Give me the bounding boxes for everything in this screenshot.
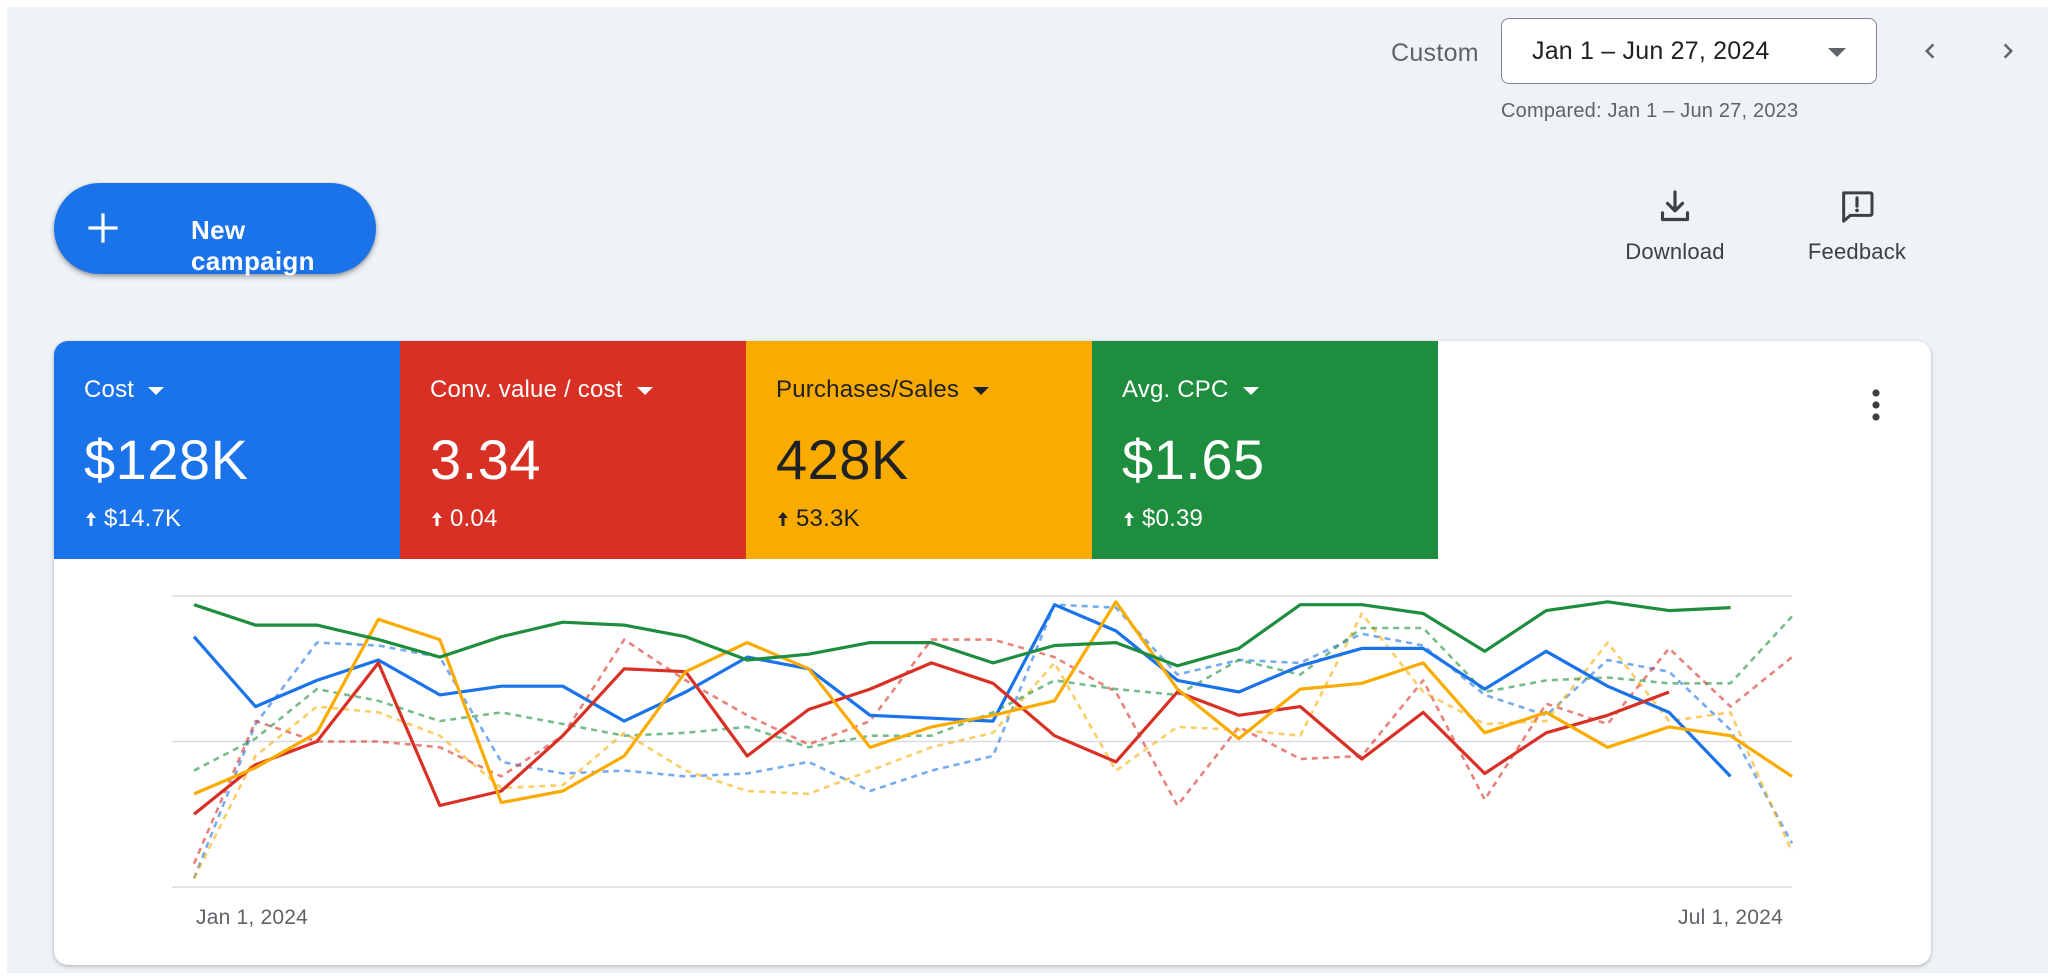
new-campaign-label: New campaign [191, 215, 315, 276]
arrow-up-icon [778, 512, 788, 526]
arrow-up-icon [86, 512, 96, 526]
more-vert-icon [1872, 389, 1880, 421]
metric-label: Avg. CPC [1122, 376, 1259, 404]
download-icon [1660, 190, 1690, 222]
metric-delta: $14.7K [84, 505, 181, 533]
series-line-avg-cpc-previous [193, 615, 1793, 772]
caret-down-icon [636, 387, 653, 395]
metric-value: 428K [776, 428, 909, 491]
new-campaign-button[interactable]: New campaign [54, 183, 376, 276]
series-line-purchases-sales-previous [192, 612, 1794, 879]
comparison-range-text: Compared: Jan 1 – Jun 27, 2023 [1501, 100, 1799, 122]
metric-value: 3.34 [430, 428, 541, 491]
series-line-cost-current [192, 603, 1732, 778]
feedback-icon [1842, 191, 1874, 223]
chevron-right-icon [2003, 43, 2013, 59]
series-line-conv-value-cost-current [192, 661, 1670, 816]
caret-down-icon [1242, 387, 1259, 395]
metric-label: Conv. value / cost [430, 376, 653, 404]
metric-delta: 0.04 [430, 505, 498, 533]
chevron-left-icon [1925, 43, 1935, 59]
performance-card: Cost $128K $14.7K Conv. value / cost 3.3… [54, 341, 1931, 965]
previous-period-button[interactable] [1904, 25, 1956, 77]
download-button[interactable]: Download [1615, 187, 1735, 277]
series-line-purchases-sales-current [193, 600, 1793, 805]
caret-down-icon [1828, 48, 1846, 57]
next-period-button[interactable] [1982, 25, 2034, 77]
series-line-avg-cpc-current [193, 600, 1731, 668]
date-range-selector[interactable]: Jan 1 – Jun 27, 2024 [1501, 18, 1877, 84]
metric-tile-purchases-sales[interactable]: Purchases/Sales 428K 53.3K [746, 341, 1092, 559]
download-label: Download [1625, 239, 1725, 264]
metric-delta: 53.3K [776, 505, 860, 533]
caret-down-icon [973, 387, 990, 395]
date-range-type-label: Custom [1391, 39, 1479, 67]
metric-tile-cost[interactable]: Cost $128K $14.7K [54, 341, 400, 559]
feedback-label: Feedback [1807, 239, 1907, 264]
x-tick-label-start: Jan 1, 2024 [196, 906, 308, 929]
plus-icon [88, 213, 118, 243]
feedback-button[interactable]: Feedback [1792, 187, 1922, 277]
metric-label: Cost [84, 376, 165, 404]
performance-line-chart [172, 595, 1794, 888]
arrow-up-icon [1124, 512, 1134, 526]
metric-value: $1.65 [1122, 428, 1265, 491]
metric-tile-conv-value-cost[interactable]: Conv. value / cost 3.34 0.04 [400, 341, 746, 559]
app-window: Custom Jan 1 – Jun 27, 2024 Compared: Ja… [7, 7, 2048, 973]
x-tick-label-end: Jul 1, 2024 [1678, 906, 1783, 929]
metric-value: $128K [84, 428, 249, 491]
arrow-up-icon [432, 512, 442, 526]
metric-label: Purchases/Sales [776, 376, 990, 404]
date-range-value: Jan 1 – Jun 27, 2024 [1532, 36, 1770, 65]
caret-down-icon [148, 387, 165, 395]
metric-tile-avg-cpc[interactable]: Avg. CPC $1.65 $0.39 [1092, 341, 1438, 559]
series-line-conv-value-cost-previous [192, 638, 1793, 865]
metric-delta: $0.39 [1122, 505, 1203, 533]
more-options-button[interactable] [1856, 377, 1896, 433]
